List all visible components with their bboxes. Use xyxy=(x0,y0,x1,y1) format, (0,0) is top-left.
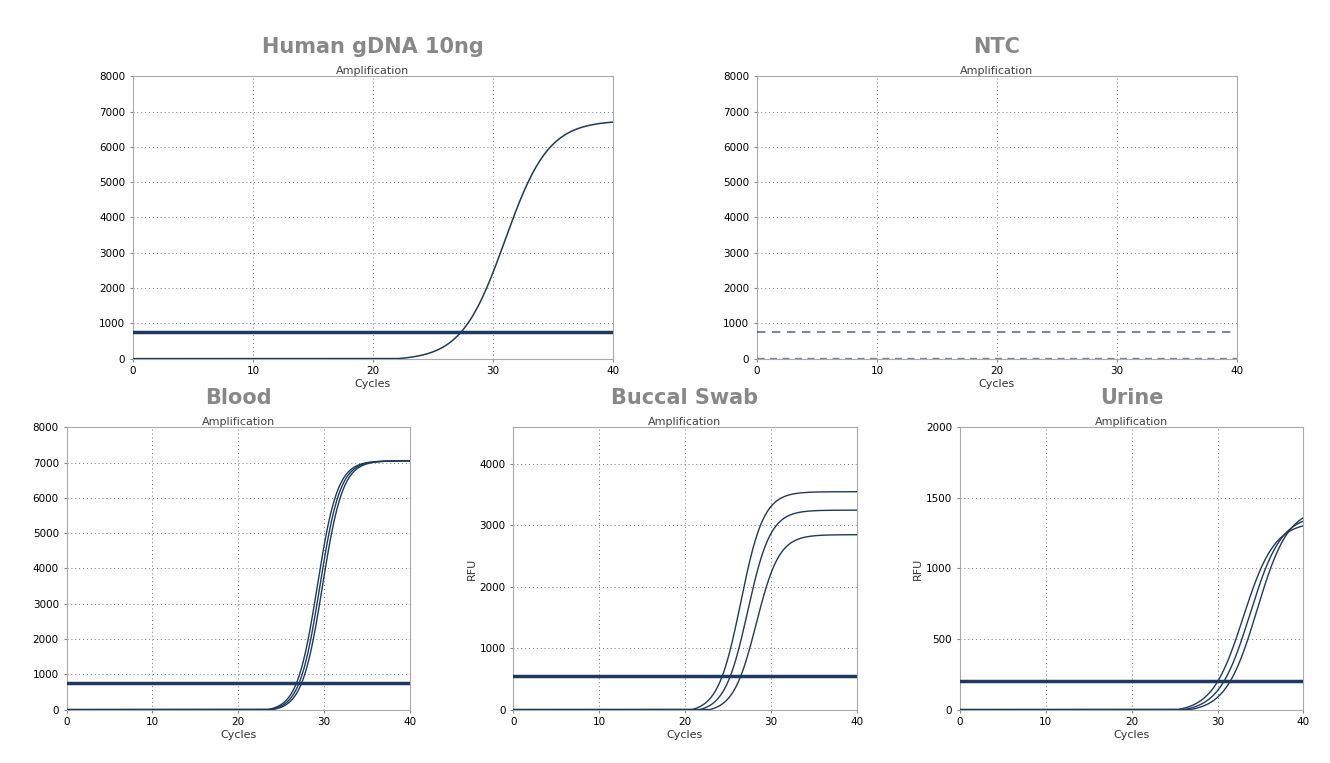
Text: Urine: Urine xyxy=(1100,388,1164,408)
Title: Amplification: Amplification xyxy=(648,417,722,427)
X-axis label: Cycles: Cycles xyxy=(1113,730,1149,740)
X-axis label: Cycles: Cycles xyxy=(979,379,1015,389)
X-axis label: Cycles: Cycles xyxy=(221,730,257,740)
Text: Buccal Swab: Buccal Swab xyxy=(612,388,758,408)
Title: Amplification: Amplification xyxy=(960,66,1033,76)
Text: Human gDNA 10ng: Human gDNA 10ng xyxy=(262,37,484,57)
X-axis label: Cycles: Cycles xyxy=(666,730,704,740)
Text: NTC: NTC xyxy=(974,37,1020,57)
Title: Amplification: Amplification xyxy=(336,66,410,76)
X-axis label: Cycles: Cycles xyxy=(355,379,391,389)
Title: Amplification: Amplification xyxy=(1095,417,1168,427)
Y-axis label: RFU: RFU xyxy=(914,557,923,580)
Y-axis label: RFU: RFU xyxy=(467,557,476,580)
Title: Amplification: Amplification xyxy=(202,417,275,427)
Text: Blood: Blood xyxy=(205,388,271,408)
